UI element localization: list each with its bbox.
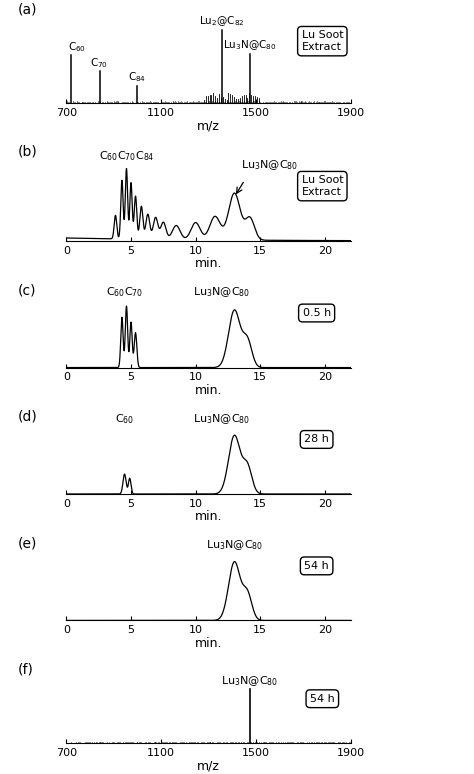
X-axis label: min.: min.	[195, 510, 222, 523]
Text: 54 h: 54 h	[304, 561, 329, 571]
Text: (f): (f)	[18, 663, 34, 676]
Text: C$_{84}$: C$_{84}$	[128, 70, 146, 84]
Text: C$_{60}$C$_{70}$C$_{84}$: C$_{60}$C$_{70}$C$_{84}$	[100, 149, 155, 163]
Text: C$_{70}$: C$_{70}$	[91, 56, 109, 70]
Text: C$_{60}$: C$_{60}$	[115, 412, 134, 426]
Text: Lu$_3$N@C$_{80}$: Lu$_3$N@C$_{80}$	[206, 539, 263, 552]
Text: Lu$_3$N@C$_{80}$: Lu$_3$N@C$_{80}$	[223, 39, 277, 53]
X-axis label: min.: min.	[195, 637, 222, 649]
Text: 54 h: 54 h	[310, 694, 335, 704]
Text: (e): (e)	[18, 536, 37, 550]
Text: C$_{60}$C$_{70}$: C$_{60}$C$_{70}$	[106, 286, 143, 300]
Text: Lu Soot
Extract: Lu Soot Extract	[301, 30, 343, 52]
Text: 28 h: 28 h	[304, 434, 329, 444]
Text: Lu$_3$N@C$_{80}$: Lu$_3$N@C$_{80}$	[193, 286, 250, 300]
Text: Lu$_3$N@C$_{80}$: Lu$_3$N@C$_{80}$	[193, 412, 250, 426]
Text: (a): (a)	[18, 3, 37, 17]
X-axis label: min.: min.	[195, 384, 222, 397]
Text: (b): (b)	[18, 145, 38, 159]
X-axis label: min.: min.	[195, 258, 222, 270]
Text: 0.5 h: 0.5 h	[302, 308, 331, 318]
Text: Lu$_3$N@C$_{80}$: Lu$_3$N@C$_{80}$	[221, 674, 278, 687]
Text: C$_{60}$: C$_{60}$	[67, 40, 86, 54]
Text: Lu$_2$@C$_{82}$: Lu$_2$@C$_{82}$	[199, 15, 245, 29]
Text: Lu Soot
Extract: Lu Soot Extract	[301, 176, 343, 197]
Text: (c): (c)	[18, 283, 36, 297]
X-axis label: m/z: m/z	[197, 759, 220, 772]
X-axis label: m/z: m/z	[197, 119, 220, 132]
Text: Lu$_3$N@C$_{80}$: Lu$_3$N@C$_{80}$	[241, 159, 298, 173]
Text: (d): (d)	[18, 409, 38, 424]
